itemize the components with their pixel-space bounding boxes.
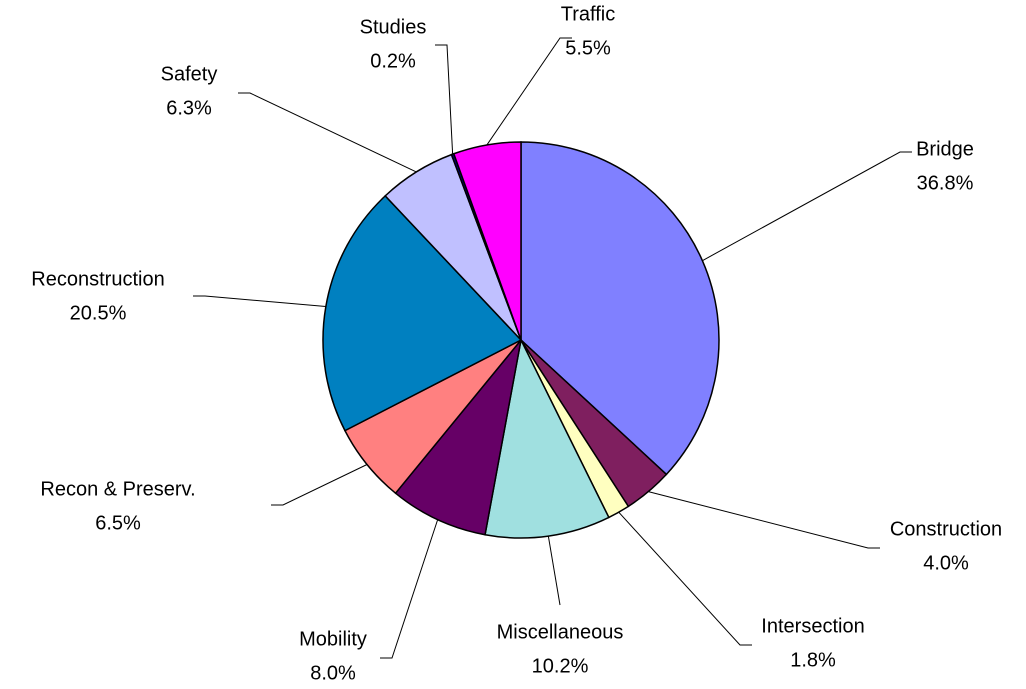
slice-value-label: 8.0% [310,662,356,684]
slice-label: Reconstruction [31,268,164,290]
leader-line [193,295,326,308]
leader-line [435,44,454,155]
leader-line [486,37,572,146]
slice-value-label: 1.8% [790,649,836,671]
slice-label: Studies [360,16,427,38]
leader-line [702,151,912,262]
slice-label: Bridge [916,138,974,160]
slice-label: Construction [890,518,1002,540]
slice-value-label: 6.5% [95,512,141,534]
slice-label: Recon & Preserv. [40,478,195,500]
pie-slice [484,337,610,539]
leader-line [238,92,417,173]
slice-value-label: 20.5% [70,302,127,324]
pie-slice [322,194,523,432]
leader-line [618,511,752,646]
slice-value-label: 0.2% [370,50,416,72]
slice-label: Safety [161,63,218,85]
slice-label: Mobility [299,628,367,650]
leader-line [648,491,880,549]
slice-value-label: 10.2% [532,655,589,677]
slice-value-label: 5.5% [565,37,611,59]
leader-line [271,464,368,506]
slice-label: Intersection [761,615,864,637]
slice-value-label: 36.8% [917,172,974,194]
slice-value-label: 4.0% [923,552,969,574]
slice-label: Miscellaneous [497,621,624,643]
pie-slice [394,339,522,536]
slice-value-label: 6.3% [166,97,212,119]
pie-slice [520,141,720,476]
leader-line [547,536,561,606]
leader-line [380,519,439,659]
slice-label: Traffic [561,3,615,25]
